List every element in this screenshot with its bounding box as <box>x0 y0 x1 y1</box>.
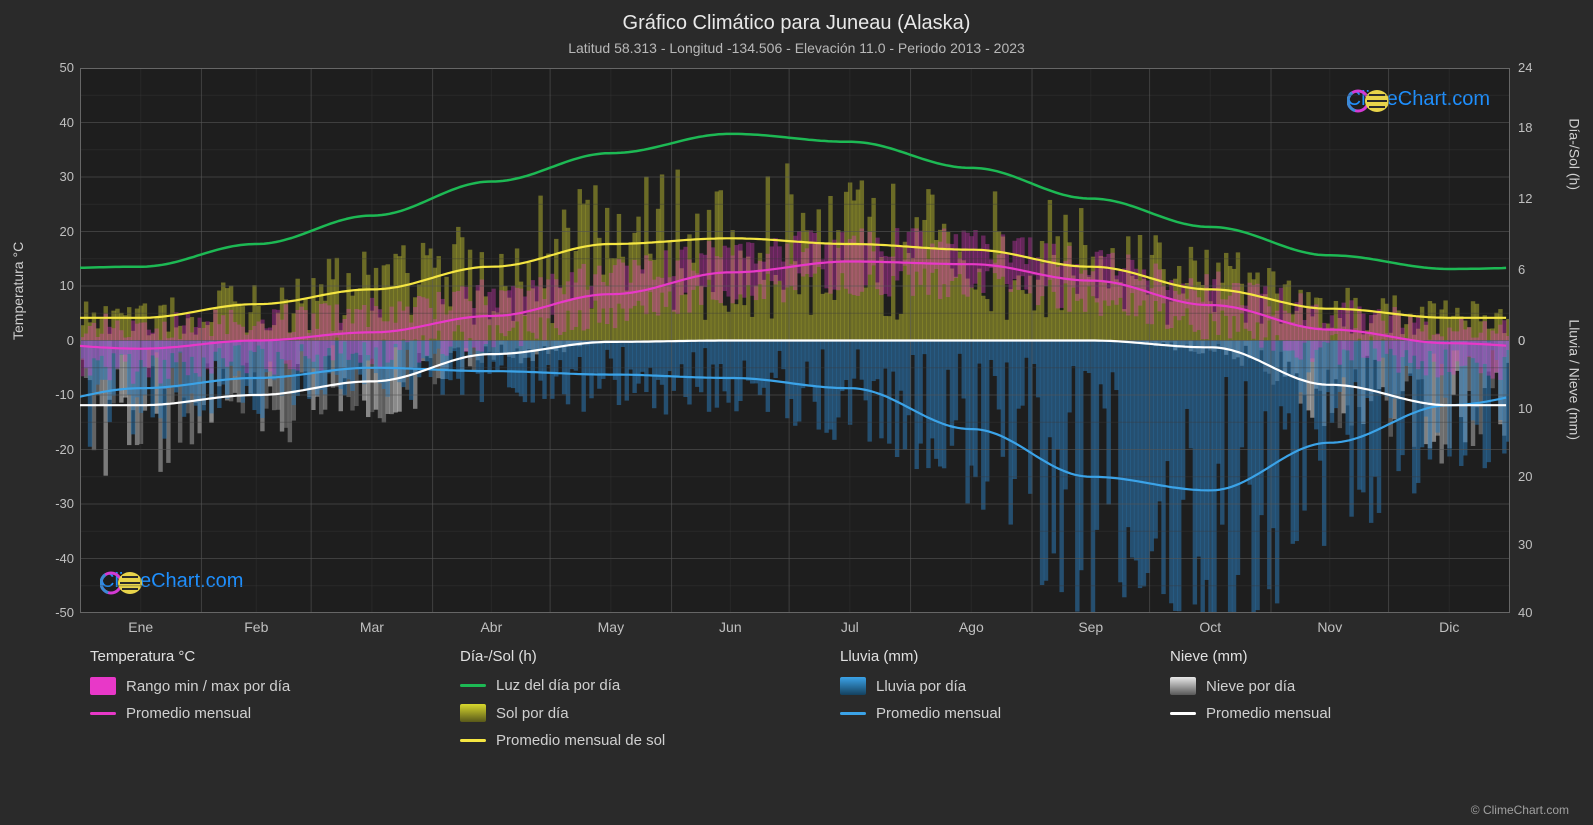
xtick-month: Ago <box>941 619 1001 635</box>
ytick-right-mm: 20 <box>1518 469 1558 484</box>
xtick-month: Dic <box>1419 619 1479 635</box>
legend-label: Promedio mensual <box>876 705 1001 722</box>
xtick-month: Abr <box>461 619 521 635</box>
swatch-snow-mean <box>1170 712 1196 715</box>
ytick-right-mm: 40 <box>1518 605 1558 620</box>
swatch-temp-range <box>90 677 116 695</box>
xtick-month: May <box>581 619 641 635</box>
ytick-left: 40 <box>34 115 74 130</box>
y-axis-left-label: Temperatura °C <box>10 242 26 340</box>
ytick-left: 50 <box>34 60 74 75</box>
xtick-month: Sep <box>1061 619 1121 635</box>
legend-header-rain: Lluvia (mm) <box>840 648 1130 665</box>
ytick-left: -30 <box>34 496 74 511</box>
legend-label: Luz del día por día <box>496 677 620 694</box>
xtick-month: Ene <box>111 619 171 635</box>
legend-label: Rango min / max por día <box>126 678 290 695</box>
ytick-left: -50 <box>34 605 74 620</box>
legend-col-snow: Nieve (mm) Nieve por día Promedio mensua… <box>1170 648 1460 749</box>
ytick-right-hours: 18 <box>1518 120 1558 135</box>
legend-header-snow: Nieve (mm) <box>1170 648 1460 665</box>
ytick-right-mm: 0 <box>1518 333 1558 348</box>
swatch-rain-mean <box>840 712 866 715</box>
legend-area: Temperatura °C Rango min / max por día P… <box>90 648 1520 749</box>
xtick-month: Feb <box>226 619 286 635</box>
ytick-right-mm: 10 <box>1518 401 1558 416</box>
xtick-month: Jun <box>700 619 760 635</box>
legend-col-rain: Lluvia (mm) Lluvia por día Promedio mens… <box>840 648 1130 749</box>
legend-label: Promedio mensual <box>1206 705 1331 722</box>
y-axis-right-bottom-label: Lluvia / Nieve (mm) <box>1567 319 1583 440</box>
legend-label: Promedio mensual <box>126 705 251 722</box>
swatch-rain <box>840 677 866 695</box>
xtick-month: Nov <box>1300 619 1360 635</box>
legend-item-snow-daily: Nieve por día <box>1170 677 1460 695</box>
legend-item-sun: Sol por día <box>460 704 800 722</box>
swatch-sun <box>460 704 486 722</box>
ytick-right-hours: 24 <box>1518 60 1558 75</box>
ytick-left: 10 <box>34 278 74 293</box>
legend-label: Promedio mensual de sol <box>496 732 665 749</box>
legend-header-daysol: Día-/Sol (h) <box>460 648 800 665</box>
chart-container: Gráfico Climático para Juneau (Alaska) L… <box>0 0 1593 825</box>
legend-col-daysol: Día-/Sol (h) Luz del día por día Sol por… <box>460 648 800 749</box>
ytick-right-mm: 30 <box>1518 537 1558 552</box>
ytick-left: -40 <box>34 551 74 566</box>
chart-subtitle: Latitud 58.313 - Longitud -134.506 - Ele… <box>0 40 1593 56</box>
ytick-left: 30 <box>34 169 74 184</box>
legend-label: Sol por día <box>496 705 569 722</box>
swatch-snow <box>1170 677 1196 695</box>
legend-item-sun-mean: Promedio mensual de sol <box>460 732 800 749</box>
legend-col-temp: Temperatura °C Rango min / max por día P… <box>90 648 420 749</box>
ytick-left: 20 <box>34 224 74 239</box>
legend-item-temp-mean: Promedio mensual <box>90 705 420 722</box>
xtick-month: Oct <box>1180 619 1240 635</box>
xtick-month: Jul <box>820 619 880 635</box>
legend-item-temp-range: Rango min / max por día <box>90 677 420 695</box>
chart-title: Gráfico Climático para Juneau (Alaska) <box>0 12 1593 35</box>
y-axis-right-top-label: Día-/Sol (h) <box>1567 118 1583 190</box>
ytick-left: 0 <box>34 333 74 348</box>
legend-item-snow-mean: Promedio mensual <box>1170 705 1460 722</box>
legend-label: Lluvia por día <box>876 678 966 695</box>
legend-item-rain-mean: Promedio mensual <box>840 705 1130 722</box>
ytick-left: -10 <box>34 387 74 402</box>
ytick-left: -20 <box>34 442 74 457</box>
xtick-month: Mar <box>342 619 402 635</box>
legend-label: Nieve por día <box>1206 678 1295 695</box>
legend-item-rain-daily: Lluvia por día <box>840 677 1130 695</box>
plot-area: ClimeChart.com ClimeChart.com <box>80 68 1510 613</box>
swatch-sun-mean <box>460 739 486 742</box>
ytick-right-hours: 12 <box>1518 191 1558 206</box>
swatch-daylight <box>460 684 486 687</box>
legend-item-daylight: Luz del día por día <box>460 677 800 694</box>
ytick-right-hours: 6 <box>1518 262 1558 277</box>
copyright-text: © ClimeChart.com <box>1471 803 1569 817</box>
legend-header-temp: Temperatura °C <box>90 648 420 665</box>
swatch-temp-mean <box>90 712 116 715</box>
